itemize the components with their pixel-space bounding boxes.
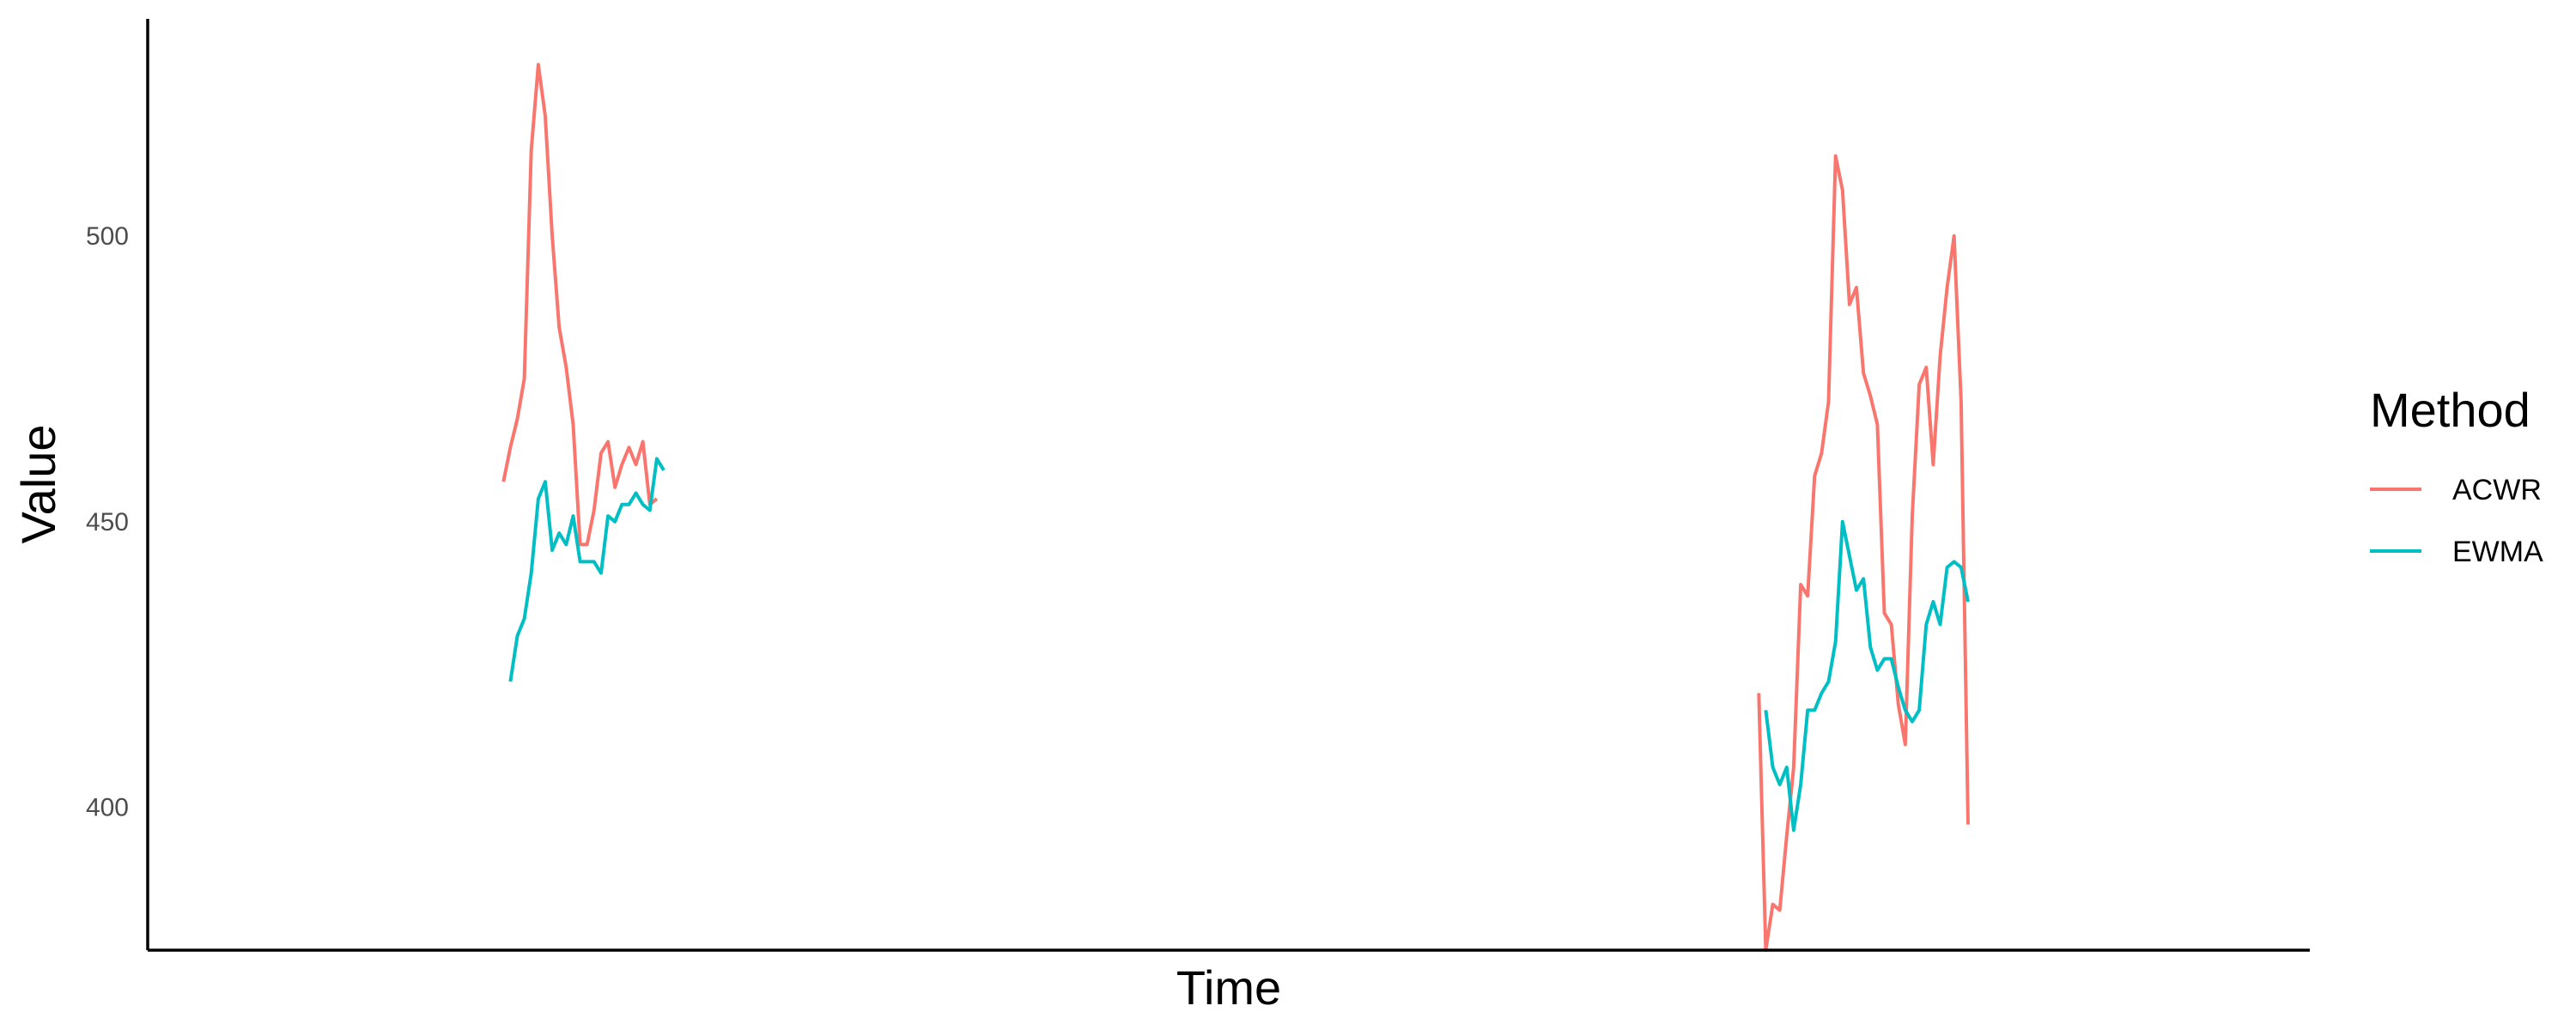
legend-items: ACWR EWMA: [2370, 474, 2543, 568]
legend-title: Method: [2370, 383, 2530, 437]
y-tick-label: 450: [86, 508, 129, 536]
legend-label-acwr: ACWR: [2452, 474, 2542, 506]
series-lines: [501, 63, 1970, 952]
series-line-ewma: [1764, 519, 1970, 833]
y-tick-label: 400: [86, 794, 129, 822]
y-tick-label: 500: [86, 222, 129, 251]
y-axis-ticks: 400 450 500: [86, 222, 129, 822]
y-axis-title: Value: [11, 424, 65, 543]
series-line-ewma: [508, 457, 665, 682]
series-line-acwr: [1757, 154, 1970, 952]
series-line-acwr: [501, 63, 659, 547]
x-axis-title: Time: [1176, 960, 1281, 1015]
legend-label-ewma: EWMA: [2452, 536, 2543, 568]
legend: Method ACWR EWMA: [2370, 383, 2543, 568]
